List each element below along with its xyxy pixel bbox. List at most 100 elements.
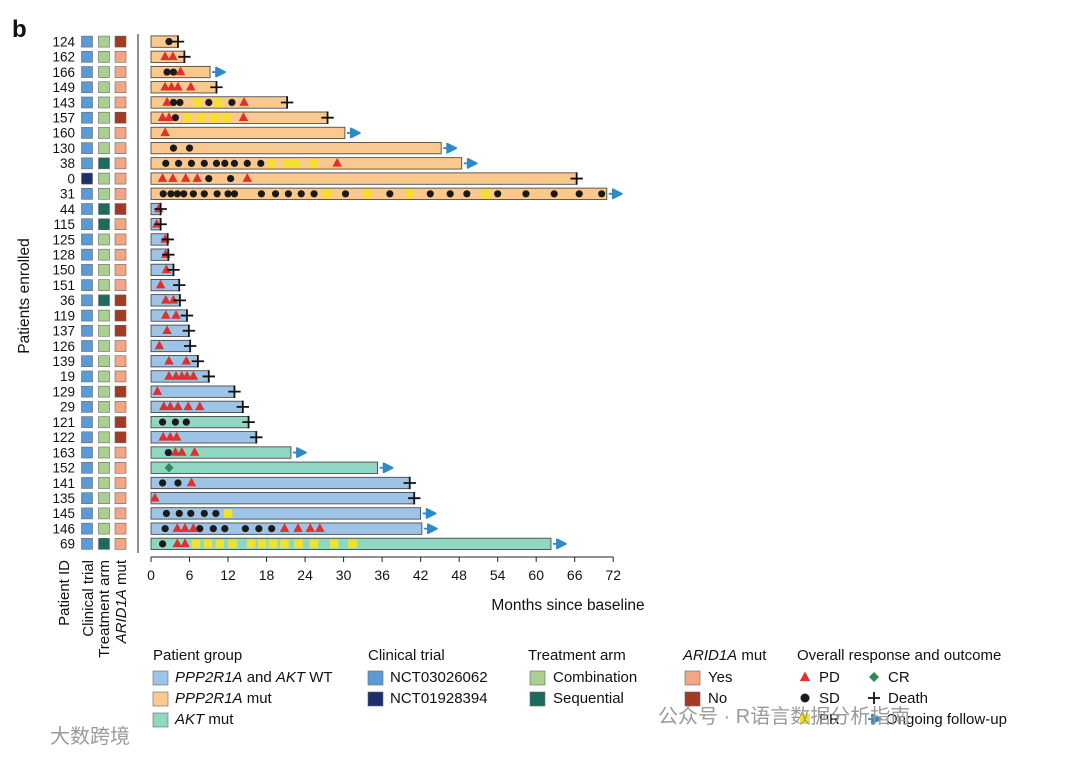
legend-swatch-akt <box>152 712 169 728</box>
legend-label-cr: CR <box>888 669 910 686</box>
pd-marker <box>195 401 205 411</box>
patient-id-label: 44 <box>60 202 76 217</box>
pr-marker <box>268 539 278 549</box>
death-marker <box>242 415 255 429</box>
follow-up-bar <box>150 355 199 368</box>
follow-up-bar <box>150 81 217 94</box>
patient-row-152: 152 <box>52 461 394 476</box>
legend-label-pd: PD <box>819 669 840 686</box>
sd-marker <box>255 525 263 533</box>
death-marker <box>408 492 421 505</box>
patient-id-label: 145 <box>52 506 75 521</box>
pr-marker <box>203 539 213 549</box>
sd-marker <box>200 159 208 167</box>
patient-row-119: 119 <box>53 308 194 323</box>
arm-swatch <box>98 446 110 459</box>
arm-swatch <box>98 111 110 124</box>
trial-swatch <box>81 279 93 291</box>
pr-marker <box>210 113 219 122</box>
patient-row-146: 146 <box>52 521 438 536</box>
pd-marker <box>164 355 174 365</box>
pr-marker <box>290 159 300 168</box>
patient-id-label: 38 <box>60 156 75 171</box>
pd-marker <box>162 325 172 335</box>
sd-marker <box>174 479 182 487</box>
sd-marker <box>284 190 292 198</box>
follow-up-bar <box>150 446 292 459</box>
trial-swatch <box>81 538 93 550</box>
follow-up-bar <box>150 431 257 444</box>
pd-marker <box>186 81 196 91</box>
trial-swatch <box>81 127 93 139</box>
legend-label-trial: NCT01928394 <box>390 690 488 707</box>
legend-label-pr: PR <box>819 711 840 728</box>
arid1a-swatch <box>114 142 127 154</box>
sd-marker <box>158 418 167 426</box>
patient-id-label: 149 <box>52 80 75 95</box>
arm-swatch <box>98 370 110 383</box>
patient-row-124: 124 <box>52 34 185 49</box>
pd-marker <box>159 401 169 411</box>
legend-swatch-trial <box>367 670 384 686</box>
patient-id-label: 141 <box>52 476 75 491</box>
sd-marker <box>169 98 178 107</box>
arid1a-swatch <box>114 309 127 322</box>
ongoing-arrow <box>463 157 478 169</box>
arm-swatch <box>98 279 110 291</box>
patient-id-label: 36 <box>60 293 75 308</box>
pd-marker <box>189 447 200 456</box>
arm-swatch <box>98 218 110 231</box>
patient-id-label: 143 <box>52 95 75 110</box>
arid1a-swatch <box>114 340 127 352</box>
sd-marker <box>494 190 502 198</box>
death-marker <box>202 370 215 383</box>
sd-marker <box>230 190 239 198</box>
arm-swatch <box>98 127 110 139</box>
arm-swatch <box>98 507 110 520</box>
trial-swatch <box>81 35 93 48</box>
sd-marker <box>257 159 265 167</box>
col-label-arid1a-suffix: mut <box>113 559 130 589</box>
follow-up-bar <box>150 507 422 520</box>
patient-row-157: 157 <box>52 111 334 126</box>
arid1a-swatch <box>114 370 127 383</box>
sd-marker <box>187 159 196 167</box>
x-tick-label: 60 <box>528 567 544 583</box>
arid1a-swatch <box>114 233 127 246</box>
pr-marker <box>309 539 319 549</box>
sd-marker <box>171 114 179 122</box>
x-tick-label: 48 <box>451 567 467 583</box>
pd-marker <box>238 112 249 121</box>
sd-marker <box>163 68 171 76</box>
patient-row-149: 149 <box>52 80 223 95</box>
pd-marker <box>188 370 199 380</box>
trial-swatch <box>81 248 93 261</box>
sd-marker <box>228 98 236 107</box>
pr-marker <box>213 98 223 107</box>
x-tick-label: 72 <box>605 567 621 583</box>
arid1a-swatch <box>114 111 127 124</box>
pr-marker <box>228 539 237 549</box>
trial-swatch <box>81 157 93 170</box>
sd-marker <box>271 190 280 198</box>
legend-swatch-arid1a <box>684 691 701 707</box>
patient-row-137: 137 <box>52 324 196 339</box>
pd-marker <box>157 173 168 182</box>
pd-marker <box>165 431 176 441</box>
legend-label-part: WT <box>305 669 333 686</box>
pd-marker <box>150 492 160 502</box>
sd-marker <box>598 190 606 198</box>
ongoing-arrow <box>379 462 394 474</box>
trial-swatch <box>81 218 93 231</box>
arm-swatch <box>98 355 110 368</box>
arm-swatch <box>98 401 110 413</box>
arm-swatch <box>98 35 110 48</box>
death-marker <box>236 400 250 414</box>
pd-marker <box>152 386 163 395</box>
arm-swatch <box>98 264 110 276</box>
death-marker <box>210 81 223 94</box>
patient-row-128: 128 <box>52 247 175 262</box>
arm-swatch <box>98 233 110 246</box>
